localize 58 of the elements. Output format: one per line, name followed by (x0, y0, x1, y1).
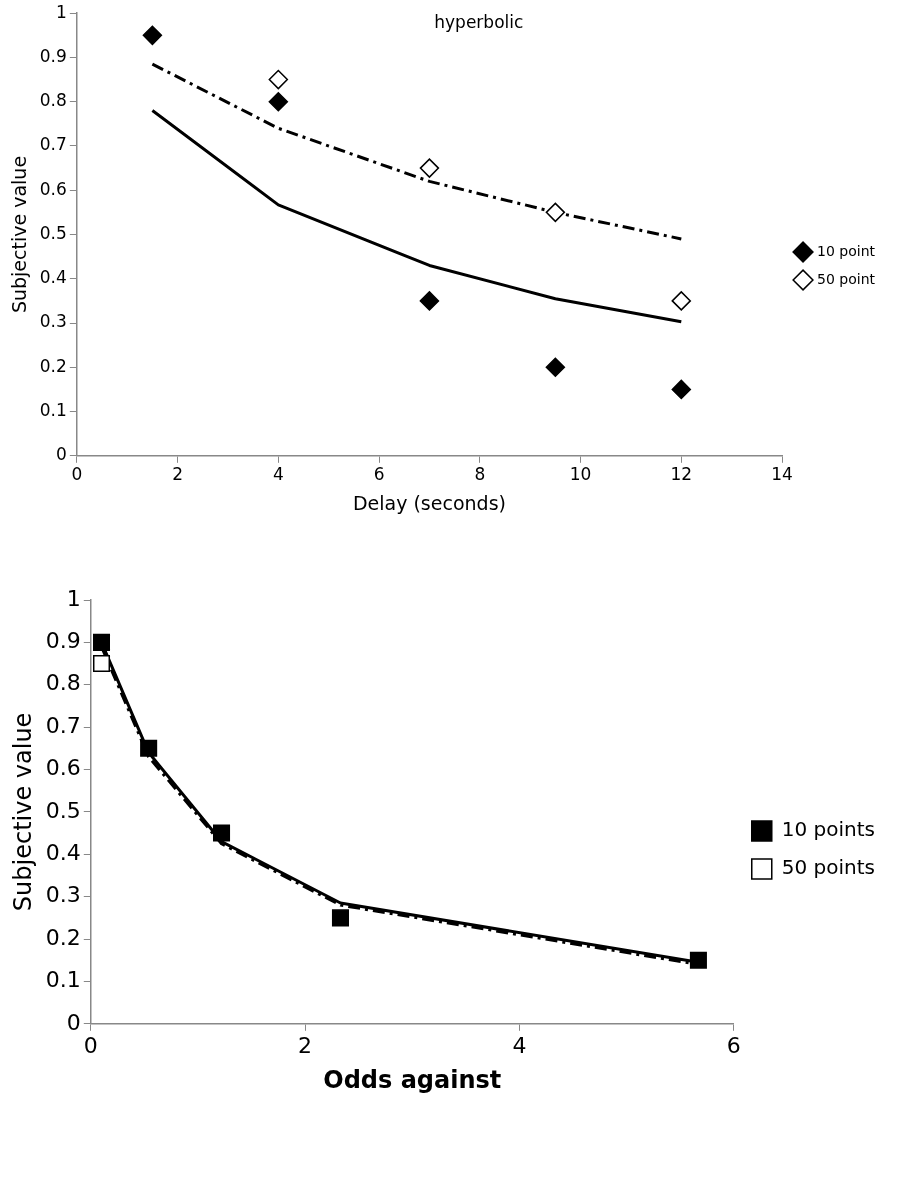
y-tick-label: 0.5 (39, 222, 67, 243)
x-tick-label: 4 (512, 1032, 527, 1058)
point (545, 357, 566, 378)
y-tick-label: 1 (56, 1, 67, 22)
point (545, 202, 566, 223)
x-tick-label: 2 (298, 1032, 313, 1058)
y-tick-label: 1 (66, 585, 81, 611)
x-tick-label: 8 (474, 464, 486, 485)
point (140, 739, 158, 757)
point (671, 379, 692, 400)
y-tick-label: 0.2 (45, 924, 81, 950)
y-tick-label: 0.4 (45, 840, 81, 865)
point (671, 291, 692, 311)
y-tick-label: 0 (66, 1009, 81, 1035)
y-tick-label: 0.7 (45, 712, 81, 738)
y-tick-label: 0.2 (39, 355, 67, 376)
chart-title: hyperbolic (434, 12, 524, 33)
x-tick-label: 12 (670, 464, 693, 485)
legend-label: 10 point (817, 242, 876, 259)
y-tick-label: 0.6 (39, 178, 67, 199)
line-series (150, 62, 683, 241)
point (213, 824, 231, 842)
point (268, 91, 289, 112)
point (92, 633, 111, 651)
x-tick-label: 6 (373, 464, 385, 485)
y-tick-label: 0 (56, 444, 67, 465)
y-tick-label: 0.9 (39, 45, 67, 66)
point (268, 69, 289, 90)
point (419, 158, 440, 178)
y-tick-label: 0.4 (39, 267, 67, 288)
x-tick-label: 14 (771, 464, 793, 485)
y-axis-title: Subjective value (8, 712, 37, 912)
point (92, 655, 111, 673)
y-tick-label: 0.1 (45, 967, 81, 993)
x-tick-label: 4 (272, 464, 284, 485)
y-axis-title: Subjective value (8, 155, 31, 314)
x-tick-label: 2 (172, 464, 183, 485)
legend-label: 10 points (781, 817, 875, 842)
x-axis-title: Delay (seconds) (352, 491, 506, 514)
x-tick-label: 6 (726, 1032, 741, 1058)
y-tick-label: 0.8 (45, 670, 81, 696)
y-tick-label: 0.9 (45, 628, 81, 654)
point (689, 951, 707, 969)
y-tick-label: 0.1 (39, 399, 67, 420)
point (142, 25, 163, 46)
x-tick-label: 10 (569, 464, 592, 485)
legend-label: 50 points (781, 855, 875, 880)
y-tick-label: 0.7 (39, 134, 67, 155)
y-tick-label: 0.6 (45, 755, 81, 781)
point (331, 909, 350, 927)
legend-label: 50 point (817, 270, 876, 287)
y-tick-label: 0.3 (45, 882, 81, 908)
x-axis-title: Odds against (323, 1065, 502, 1094)
x-tick-label: 0 (83, 1032, 98, 1058)
point (419, 291, 440, 311)
y-tick-label: 0.8 (39, 90, 67, 111)
y-tick-label: 0.3 (39, 311, 67, 332)
y-tick-label: 0.5 (45, 797, 81, 823)
